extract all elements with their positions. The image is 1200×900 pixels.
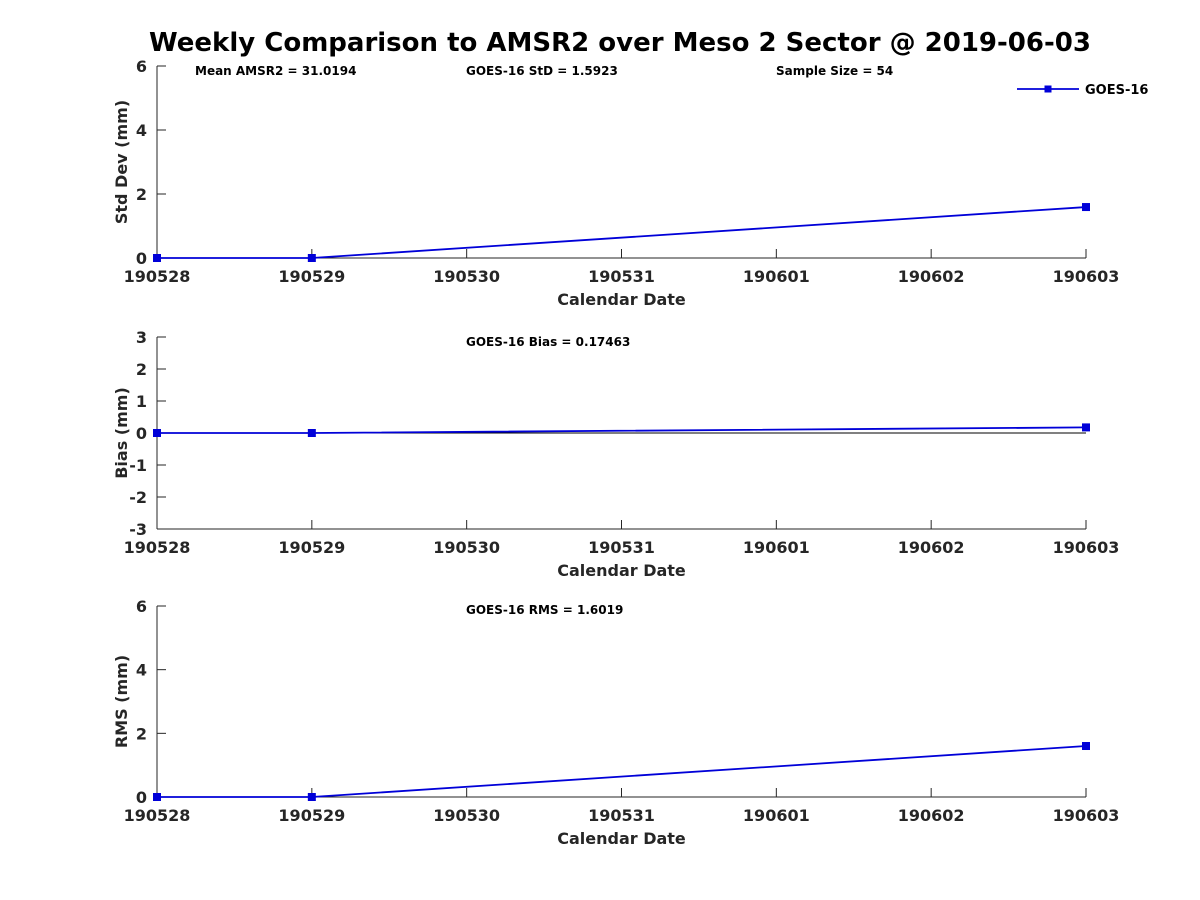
y-tick-label: 4 xyxy=(136,121,147,140)
x-tick-label: 190601 xyxy=(743,538,810,557)
y-tick-label: 2 xyxy=(136,360,147,379)
x-tick-label: 190603 xyxy=(1053,538,1120,557)
stat-annotation: Mean AMSR2 = 31.0194 xyxy=(195,64,356,78)
y-tick-label: 2 xyxy=(136,724,147,743)
x-tick-label: 190531 xyxy=(588,538,655,557)
legend-label: GOES-16 xyxy=(1085,83,1148,98)
y-tick-label: 3 xyxy=(136,328,147,347)
y-tick-label: 2 xyxy=(136,185,147,204)
x-tick-label: 190601 xyxy=(743,267,810,286)
x-tick-label: 190529 xyxy=(278,267,345,286)
x-axis-label: Calendar Date xyxy=(557,290,686,309)
x-tick-label: 190530 xyxy=(433,806,500,825)
stat-annotation: GOES-16 StD = 1.5923 xyxy=(466,64,618,78)
y-tick-label: 4 xyxy=(136,661,147,680)
x-axis-label: Calendar Date xyxy=(557,829,686,848)
y-tick-label: -1 xyxy=(129,456,147,475)
data-point-marker xyxy=(307,254,316,262)
data-point-marker xyxy=(1082,203,1090,212)
stat-annotation: Sample Size = 54 xyxy=(776,64,893,78)
y-tick-label: 0 xyxy=(136,424,147,443)
data-point-marker xyxy=(1082,742,1090,751)
y-tick-label: 1 xyxy=(136,392,147,411)
x-tick-label: 190530 xyxy=(433,538,500,557)
x-tick-label: 190528 xyxy=(124,267,191,286)
x-tick-label: 190531 xyxy=(588,267,655,286)
x-tick-label: 190602 xyxy=(898,538,965,557)
y-axis-label: RMS (mm) xyxy=(112,655,131,748)
x-tick-label: 190528 xyxy=(124,806,191,825)
x-tick-label: 190528 xyxy=(124,538,191,557)
y-tick-label: 6 xyxy=(136,597,147,616)
y-axis-label: Bias (mm) xyxy=(112,387,131,479)
y-axis-label: Std Dev (mm) xyxy=(112,100,131,224)
y-tick-label: 6 xyxy=(136,57,147,76)
y-tick-label: 0 xyxy=(136,249,147,268)
x-tick-label: 190601 xyxy=(743,806,810,825)
y-tick-label: -3 xyxy=(129,520,147,539)
x-tick-label: 190530 xyxy=(433,267,500,286)
data-point-marker xyxy=(153,793,161,801)
stat-annotation: GOES-16 Bias = 0.17463 xyxy=(466,335,630,349)
data-point-marker xyxy=(1082,423,1090,432)
x-tick-label: 190529 xyxy=(278,806,345,825)
x-tick-label: 190603 xyxy=(1053,267,1120,286)
x-tick-label: 190602 xyxy=(898,267,965,286)
y-tick-label: 0 xyxy=(136,788,147,807)
x-tick-label: 190603 xyxy=(1053,806,1120,825)
series-line-goes16 xyxy=(157,426,1087,434)
stat-annotation: GOES-16 RMS = 1.6019 xyxy=(466,603,623,617)
data-point-marker xyxy=(153,254,161,262)
legend-marker xyxy=(1044,85,1052,93)
x-tick-label: 190531 xyxy=(588,806,655,825)
data-point-marker xyxy=(307,793,316,801)
x-tick-label: 190602 xyxy=(898,806,965,825)
y-tick-label: -2 xyxy=(129,488,147,507)
data-point-marker xyxy=(307,429,316,437)
x-tick-label: 190529 xyxy=(278,538,345,557)
data-point-marker xyxy=(153,429,161,437)
x-axis-label: Calendar Date xyxy=(557,561,686,580)
figure-title: Weekly Comparison to AMSR2 over Meso 2 S… xyxy=(149,28,1091,58)
